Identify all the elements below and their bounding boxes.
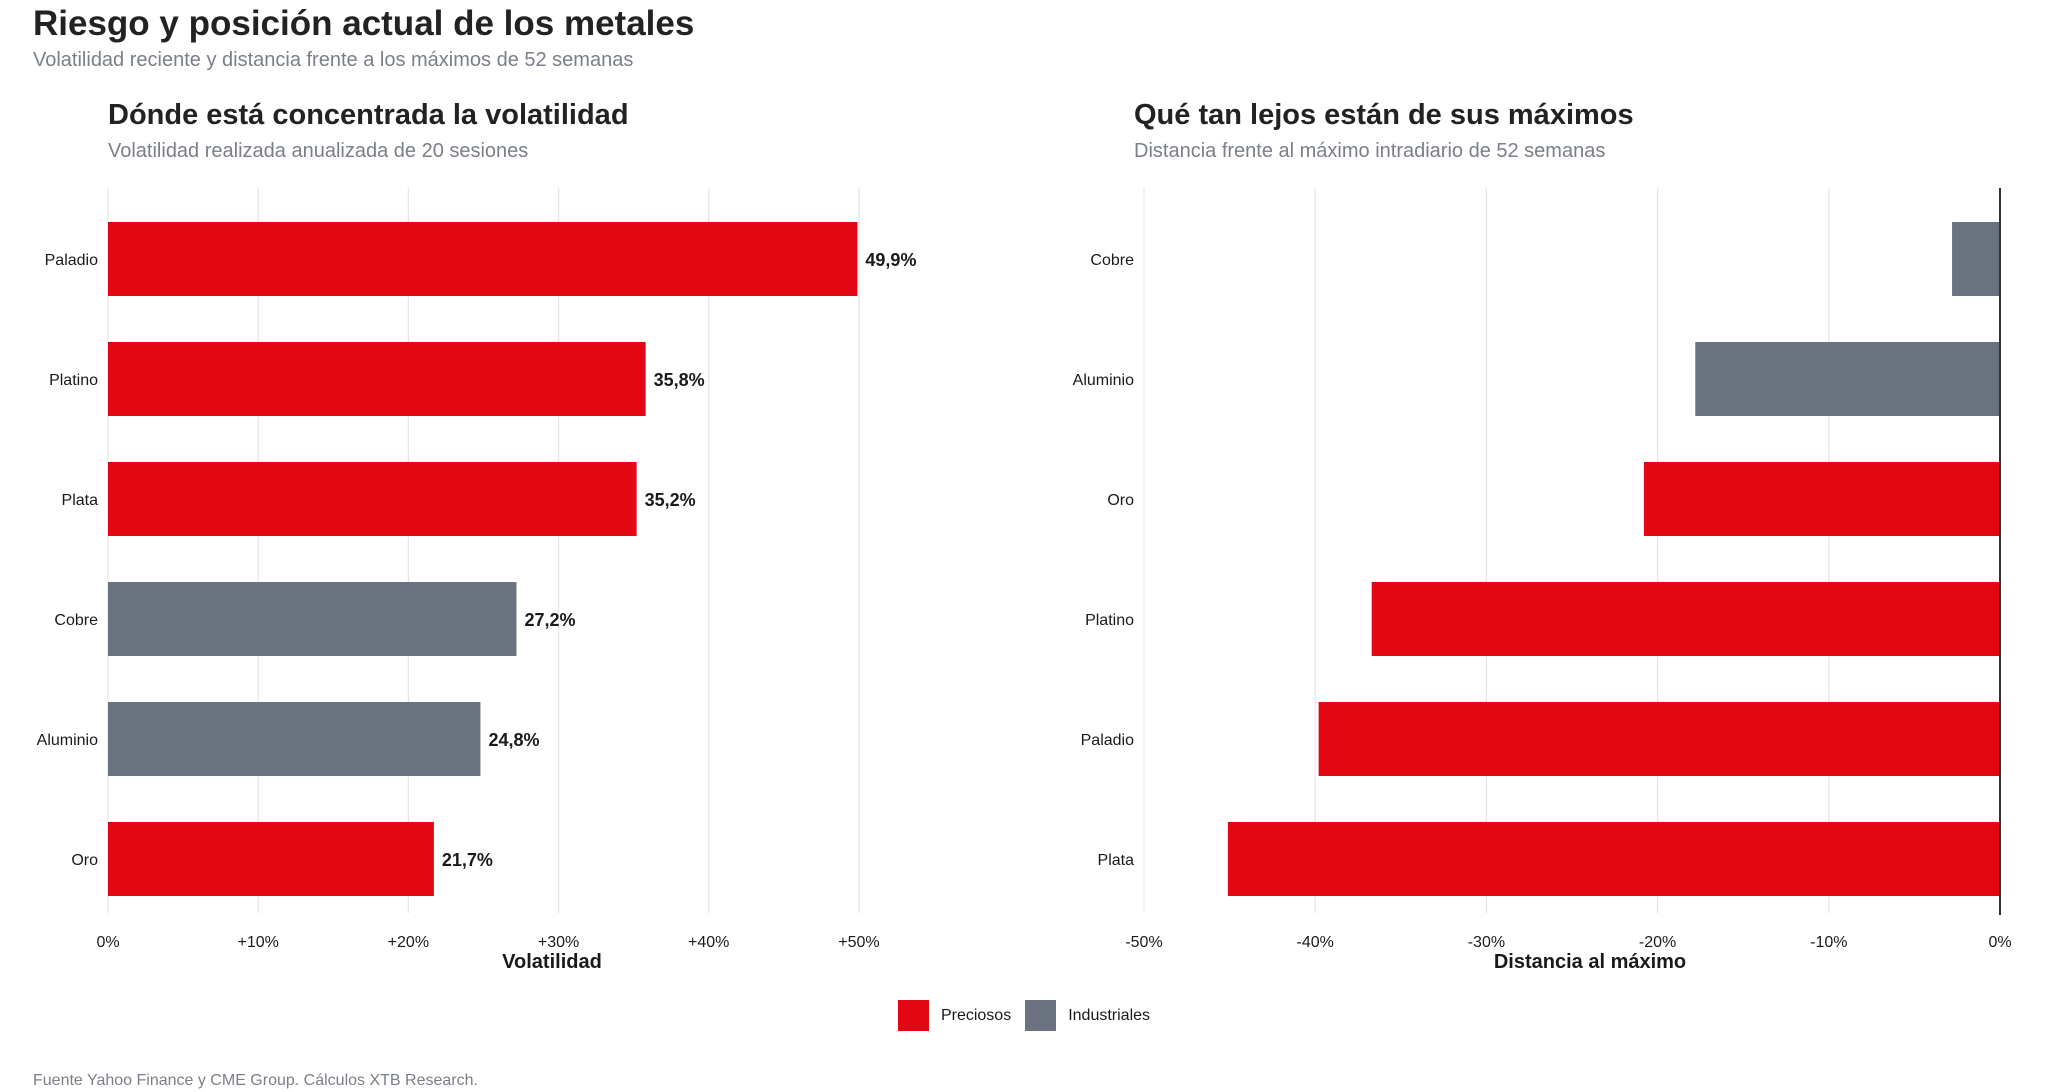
page-title: Riesgo y posición actual de los metales (33, 4, 695, 43)
vol-bar (108, 222, 858, 296)
vol-data-label: 35,8% (654, 370, 705, 390)
vol-category-label: Paladio (45, 252, 98, 269)
dist-category-label: Platino (1085, 612, 1134, 629)
vol-data-label: 24,8% (488, 730, 539, 750)
vol-category-label: Aluminio (37, 732, 98, 749)
charts-canvas: 0% +10% +20% +30% +40% +50% Volatilidad Paladio… (37, 188, 2012, 973)
vol-x-tick-label: +20% (388, 934, 429, 951)
vol-data-label: 21,7% (442, 850, 493, 870)
dist-x-axis-title: Distancia al máximo (1494, 951, 1686, 973)
legend-label-preciosos: Preciosos (940, 1006, 1012, 1024)
distance-chart-subtitle: Distancia frente al máximo intradiario d… (1134, 140, 1606, 162)
vol-x-tick-label: +40% (688, 934, 729, 951)
dist-x-tick-label: 0% (1988, 934, 2011, 951)
dist-bar (1695, 342, 2000, 416)
legend-swatch-preciosos (897, 1000, 929, 1031)
volatility-chart-title: Dónde está concentrada la volatilidad (108, 99, 629, 131)
dist-category-label: Aluminio (1073, 372, 1134, 389)
dist-x-tick-label: -30% (1468, 934, 1505, 951)
dist-x-tick-label: -40% (1297, 934, 1334, 951)
dist-category-label: Plata (1098, 852, 1135, 869)
vol-bar (108, 702, 481, 776)
source-note: Fuente Yahoo Finance y CME Group. Cálcul… (33, 1072, 478, 1089)
volatility-chart-subtitle: Volatilidad realizada anualizada de 20 s… (108, 140, 529, 162)
dist-bar (1227, 822, 2000, 896)
vol-data-label: 49,9% (865, 250, 916, 270)
dist-category-label: Paladio (1081, 732, 1134, 749)
legend-item-industriales: Industriales (1025, 1000, 1150, 1031)
legend-item-preciosos: Preciosos (897, 1000, 1012, 1031)
vol-x-tick-label: +10% (237, 934, 278, 951)
vol-bar (108, 822, 434, 896)
dist-x-tick-label: -10% (1810, 934, 1847, 951)
dist-category-label: Oro (1107, 492, 1134, 509)
vol-x-tick-label: 0% (96, 934, 119, 951)
legend: Preciosos Industriales (0, 1000, 2048, 1031)
dist-bar (1952, 222, 2000, 296)
dist-x-tick-label: -20% (1639, 934, 1676, 951)
legend-label-industriales: Industriales (1068, 1006, 1151, 1024)
dist-category-label: Cobre (1090, 252, 1134, 269)
vol-x-tick-label: +50% (838, 934, 879, 951)
dist-bar (1643, 462, 2000, 536)
vol-bar (108, 582, 517, 656)
vol-category-label: Plata (62, 492, 99, 509)
dist-bar (1371, 582, 2000, 656)
vol-category-label: Cobre (54, 612, 98, 629)
vol-data-label: 27,2% (524, 610, 575, 630)
vol-data-label: 35,2% (645, 490, 696, 510)
vol-x-tick-label: +30% (538, 934, 579, 951)
page-subtitle: Volatilidad reciente y distancia frente … (33, 49, 634, 71)
vol-bar (108, 462, 637, 536)
distance-chart-title: Qué tan lejos están de sus máximos (1134, 99, 1634, 131)
legend-swatch-industriales (1025, 1000, 1057, 1031)
vol-x-axis-title: Volatilidad (502, 951, 602, 973)
dist-bar (1318, 702, 2000, 776)
vol-category-label: Platino (49, 372, 98, 389)
dist-x-tick-label: -50% (1125, 934, 1162, 951)
vol-category-label: Oro (71, 852, 98, 869)
vol-bar (108, 342, 646, 416)
